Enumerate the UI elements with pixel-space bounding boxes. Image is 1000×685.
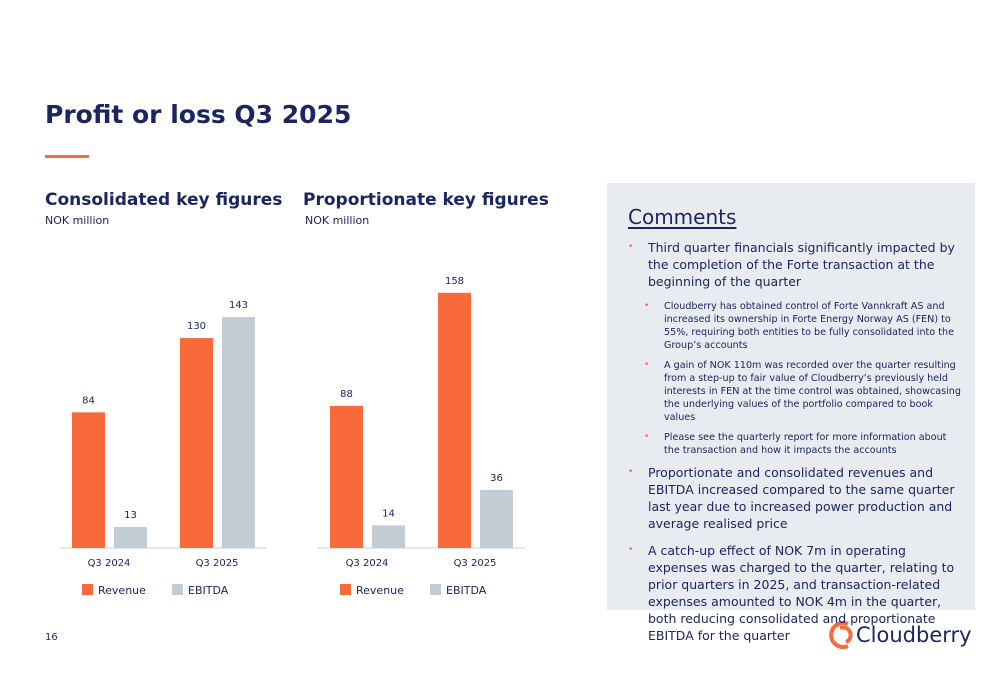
bar [372, 525, 405, 548]
data-label: 88 [340, 389, 353, 400]
chart-subtitle: NOK million [305, 214, 369, 227]
x-tick-label: Q3 2024 [346, 558, 389, 569]
legend-swatch [82, 584, 93, 595]
data-label: 84 [82, 395, 95, 406]
x-tick-label: Q3 2024 [88, 558, 131, 569]
x-tick-label: Q3 2025 [454, 558, 497, 569]
comment: Third quarter financials significantly i… [628, 239, 961, 290]
chart-subtitle: NOK million [45, 214, 109, 227]
sub-comment: Cloudberry has obtained control of Forte… [628, 300, 961, 352]
sub-comment: A gain of NOK 110m was recorded over the… [628, 359, 961, 424]
legend-label: Revenue [98, 584, 146, 597]
data-label: 13 [124, 510, 137, 521]
legend-label: EBITDA [188, 584, 229, 597]
data-label: 158 [445, 276, 464, 287]
slide-title: Profit or loss Q3 2025 [45, 100, 351, 129]
bar [222, 317, 255, 548]
x-tick-label: Q3 2025 [196, 558, 239, 569]
bar [180, 338, 213, 548]
bar [114, 527, 147, 548]
bar [72, 412, 105, 548]
bar [438, 292, 471, 548]
comment: A catch-up effect of NOK 7m in operating… [628, 542, 961, 644]
comments-box: Comments Third quarter financials signif… [607, 183, 975, 643]
legend-label: Revenue [356, 584, 404, 597]
comments-list: Third quarter financials significantly i… [628, 239, 961, 644]
chart-title: Proportionate key figures [303, 190, 549, 210]
chart-title: Consolidated key figures [45, 190, 282, 210]
title-accent [45, 155, 89, 158]
bar [330, 405, 363, 548]
sub-comment: Please see the quarterly report for more… [628, 431, 961, 457]
data-label: 36 [490, 473, 503, 484]
data-label: 14 [382, 508, 395, 519]
bar [480, 489, 513, 548]
data-label: 130 [187, 321, 206, 332]
legend-swatch [172, 584, 183, 595]
legend-swatch [340, 584, 351, 595]
page-number: 16 [45, 632, 58, 643]
legend-swatch [430, 584, 441, 595]
comment: Proportionate and consolidated revenues … [628, 464, 961, 532]
data-label: 143 [229, 300, 248, 311]
comments-title: Comments [628, 205, 737, 229]
legend-label: EBITDA [446, 584, 487, 597]
